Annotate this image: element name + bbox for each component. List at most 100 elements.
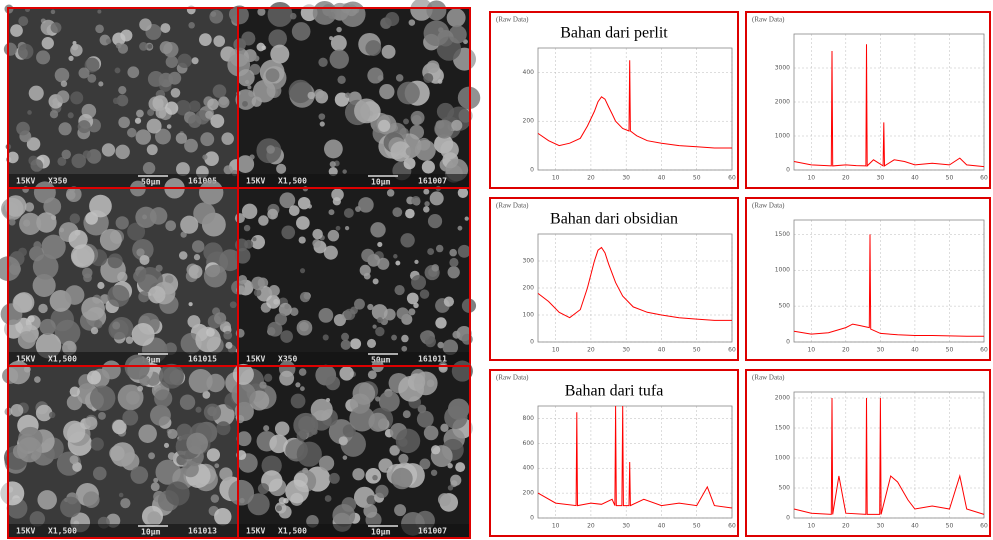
- particle: [138, 424, 156, 442]
- particle: [57, 90, 70, 103]
- particle: [385, 12, 399, 26]
- y-tick-label: 400: [523, 69, 535, 76]
- x-tick-label: 60: [980, 175, 988, 182]
- particle: [373, 278, 379, 284]
- particle: [325, 495, 332, 502]
- particle: [259, 381, 266, 388]
- particle: [216, 421, 230, 435]
- particle: [109, 446, 124, 461]
- particle: [223, 331, 232, 340]
- particle: [187, 315, 200, 328]
- particle: [377, 317, 383, 323]
- particle: [33, 241, 41, 249]
- particle: [160, 23, 170, 33]
- particle: [179, 251, 188, 260]
- sem-scale: 10µm: [371, 178, 390, 187]
- particle: [68, 230, 87, 249]
- raw-data-label: (Raw Data): [496, 202, 529, 210]
- particle: [438, 79, 443, 84]
- particle: [151, 482, 160, 491]
- x-tick-label: 20: [842, 347, 850, 354]
- particle: [290, 13, 297, 20]
- x-tick-label: 10: [807, 347, 815, 354]
- particle: [63, 421, 85, 443]
- sem-magnification: X1,500: [278, 527, 307, 536]
- particle: [407, 293, 419, 305]
- particle: [98, 412, 106, 420]
- particle: [336, 226, 341, 231]
- particle: [71, 154, 86, 169]
- particle: [116, 216, 129, 229]
- x-tick-label: 60: [980, 523, 988, 530]
- particle: [448, 485, 453, 490]
- y-tick-label: 0: [530, 515, 534, 522]
- particle: [115, 67, 121, 73]
- particle: [224, 165, 233, 174]
- particle: [189, 302, 193, 306]
- x-tick-label: 30: [877, 523, 885, 530]
- particle: [339, 436, 348, 445]
- particle: [100, 229, 122, 251]
- particle: [19, 213, 41, 235]
- particle: [79, 67, 90, 78]
- particle: [403, 410, 411, 418]
- particle: [409, 19, 416, 26]
- particle: [361, 249, 374, 262]
- particle: [4, 43, 17, 56]
- particle: [411, 196, 420, 205]
- particle: [289, 80, 312, 103]
- particle: [458, 188, 468, 198]
- particle: [55, 68, 70, 83]
- x-tick-label: 50: [946, 523, 954, 530]
- sem-image: 15KVX1,50010µm161007: [227, 0, 480, 188]
- particle: [440, 141, 459, 160]
- particle: [449, 249, 457, 257]
- particle: [256, 43, 265, 52]
- particle: [136, 110, 144, 118]
- particle: [148, 71, 164, 87]
- x-tick-label: 30: [877, 175, 885, 182]
- raw-data-label: (Raw Data): [752, 374, 785, 382]
- particle: [214, 508, 231, 525]
- particle: [29, 86, 44, 101]
- particle: [118, 86, 126, 94]
- particle: [159, 364, 184, 389]
- particle: [291, 394, 306, 409]
- particle: [247, 85, 251, 89]
- particle: [422, 160, 435, 173]
- particle: [300, 268, 305, 273]
- particle: [209, 10, 223, 24]
- raw-data-label: (Raw Data): [496, 16, 529, 24]
- particle: [302, 468, 308, 474]
- particle: [447, 8, 466, 27]
- xrd-chart: (Raw Data)Bahan dari perlit0200400102030…: [490, 12, 738, 188]
- particle: [279, 371, 294, 386]
- particle: [329, 36, 333, 40]
- particle: [137, 386, 143, 392]
- particle: [329, 473, 340, 484]
- particle: [18, 248, 27, 257]
- particle: [391, 335, 397, 341]
- particle: [307, 204, 312, 209]
- particle: [266, 68, 280, 82]
- particle: [192, 240, 204, 252]
- sem-image: 15KVX1,50010µm161015: [0, 178, 241, 366]
- particle: [188, 22, 194, 28]
- particle: [427, 248, 434, 255]
- particle: [430, 191, 444, 205]
- particle: [284, 304, 289, 309]
- particle: [93, 467, 107, 481]
- particle: [13, 293, 33, 313]
- particle: [437, 103, 454, 120]
- particle: [18, 331, 36, 349]
- particle: [148, 452, 155, 459]
- particle: [238, 275, 247, 284]
- particle: [120, 498, 130, 508]
- particle: [211, 494, 219, 502]
- particle: [414, 260, 418, 264]
- particle: [405, 209, 415, 219]
- particle: [195, 407, 201, 413]
- sem-voltage: 15KV: [16, 527, 35, 536]
- x-tick-label: 30: [622, 347, 630, 354]
- particle: [65, 285, 85, 305]
